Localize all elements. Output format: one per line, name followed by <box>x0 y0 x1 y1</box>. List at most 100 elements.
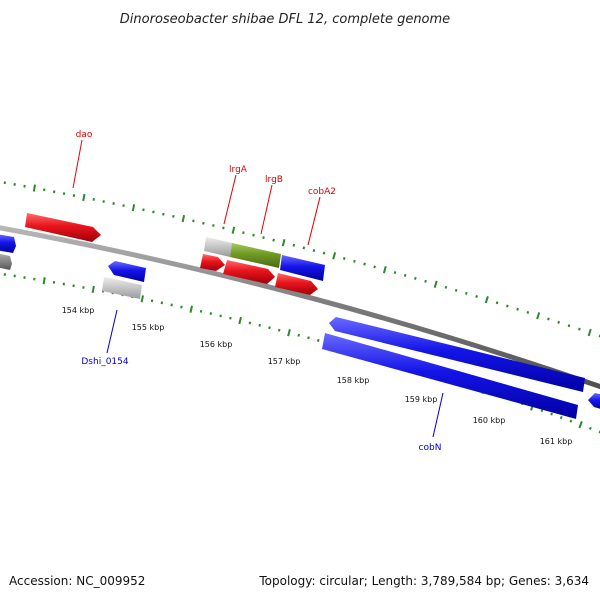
major-tick <box>42 277 46 285</box>
minor-tick <box>72 194 76 197</box>
minor-tick <box>312 249 316 252</box>
gene-label-cobA2[interactable]: cobA2 <box>308 187 336 197</box>
gene-label-dao[interactable]: dao <box>76 130 93 140</box>
gene-arrow-dao[interactable] <box>25 213 101 242</box>
gene-arrow[interactable] <box>329 317 585 392</box>
gene-arrow[interactable] <box>204 237 232 257</box>
minor-tick <box>342 257 346 260</box>
minor-tick <box>172 214 175 218</box>
minor-tick <box>588 426 592 430</box>
major-tick <box>82 193 86 202</box>
gene-arrow[interactable] <box>223 260 275 284</box>
gene-arrow[interactable] <box>0 253 12 270</box>
scale-label: 156 kbp <box>200 340 233 349</box>
gene-label-cobN[interactable]: cobN <box>419 443 442 453</box>
minor-tick <box>92 198 95 201</box>
minor-tick <box>373 265 376 269</box>
minor-tick <box>209 312 213 316</box>
leader-line-dshi-0154 <box>106 309 118 354</box>
minor-tick <box>393 271 397 275</box>
major-tick <box>231 226 236 234</box>
minor-tick <box>150 299 154 303</box>
minor-tick <box>403 273 407 277</box>
minor-tick <box>212 224 215 227</box>
minor-tick <box>199 309 203 313</box>
major-tick <box>131 204 136 212</box>
map-title: Dinoroseobacter shibae DFL 12, complete … <box>120 12 450 27</box>
minor-tick <box>102 200 105 203</box>
minor-tick <box>322 251 326 255</box>
gene-arrow[interactable] <box>275 273 318 295</box>
genome-summary-text: Topology: circular; Length: 3,789,584 bp… <box>258 574 589 588</box>
leader-line-lrgA <box>223 174 237 225</box>
minor-tick <box>23 184 26 188</box>
minor-tick <box>162 212 165 216</box>
minor-tick <box>262 236 265 240</box>
minor-tick <box>152 210 155 214</box>
scale-label: 159 kbp <box>405 395 438 404</box>
major-tick <box>140 295 144 303</box>
scale-label: 160 kbp <box>473 416 506 425</box>
major-tick <box>433 280 438 288</box>
minor-tick <box>297 333 301 337</box>
minor-tick <box>62 192 66 196</box>
gene-labels: dao lrgA lrgB cobA2 Dshi_0154 cobN <box>72 130 444 453</box>
minor-tick <box>222 226 225 230</box>
leader-line-lrgB <box>260 184 273 235</box>
minor-tick <box>229 316 232 320</box>
major-tick <box>189 305 193 313</box>
minor-tick <box>414 276 417 280</box>
minor-tick <box>475 294 478 299</box>
minor-tick <box>3 181 7 185</box>
minor-tick <box>559 416 563 420</box>
gene-label-dshi-0154[interactable]: Dshi_0154 <box>81 357 129 367</box>
minor-tick <box>180 305 183 309</box>
gene-label-lrgB[interactable]: lrgB <box>265 175 283 185</box>
minor-tick <box>82 286 85 289</box>
leader-line-dao <box>72 139 83 189</box>
major-tick <box>382 266 387 274</box>
minor-tick <box>272 238 275 242</box>
major-tick <box>332 252 337 260</box>
minor-tick <box>465 291 468 295</box>
minor-tick <box>557 320 561 324</box>
minor-tick <box>424 279 427 283</box>
minor-tick <box>578 327 581 331</box>
minor-tick <box>516 307 519 311</box>
major-tick <box>287 329 291 337</box>
minor-tick <box>567 324 571 328</box>
gene-arrow[interactable] <box>108 261 146 282</box>
minor-tick <box>363 262 366 266</box>
minor-tick <box>160 301 164 305</box>
leader-line-cobN <box>432 392 444 438</box>
gene-arrow-lrgB[interactable] <box>230 243 281 268</box>
minor-tick <box>112 202 115 205</box>
accession-text: Accession: NC_009952 <box>9 574 145 588</box>
gene-arrow-lrgA[interactable] <box>200 254 225 271</box>
minor-tick <box>353 259 356 263</box>
gene-label-lrgA[interactable]: lrgA <box>229 165 248 175</box>
major-tick <box>91 285 95 293</box>
minor-tick <box>242 231 245 235</box>
minor-tick <box>258 323 261 327</box>
scale-label: 161 kbp <box>540 437 573 446</box>
gene-arrow[interactable] <box>588 393 600 410</box>
minor-tick <box>219 314 222 318</box>
major-tick <box>281 239 286 247</box>
major-tick <box>181 214 186 223</box>
minor-tick <box>506 304 509 308</box>
minor-tick <box>454 288 458 292</box>
minor-tick <box>252 233 255 237</box>
minor-tick <box>202 221 205 225</box>
gene-arrow-cobA2[interactable] <box>280 255 325 281</box>
minor-tick <box>52 190 56 194</box>
gene-arrow[interactable] <box>0 234 16 253</box>
scale-label: 157 kbp <box>268 357 301 366</box>
major-tick <box>484 296 489 304</box>
minor-tick <box>170 303 173 307</box>
minor-tick <box>540 409 544 413</box>
gene-arrow-cobN[interactable] <box>322 333 578 419</box>
scale-label: 155 kbp <box>132 323 165 332</box>
scale-label: 158 kbp <box>337 376 370 385</box>
gene-arrow-dshi-0154[interactable] <box>102 277 142 299</box>
